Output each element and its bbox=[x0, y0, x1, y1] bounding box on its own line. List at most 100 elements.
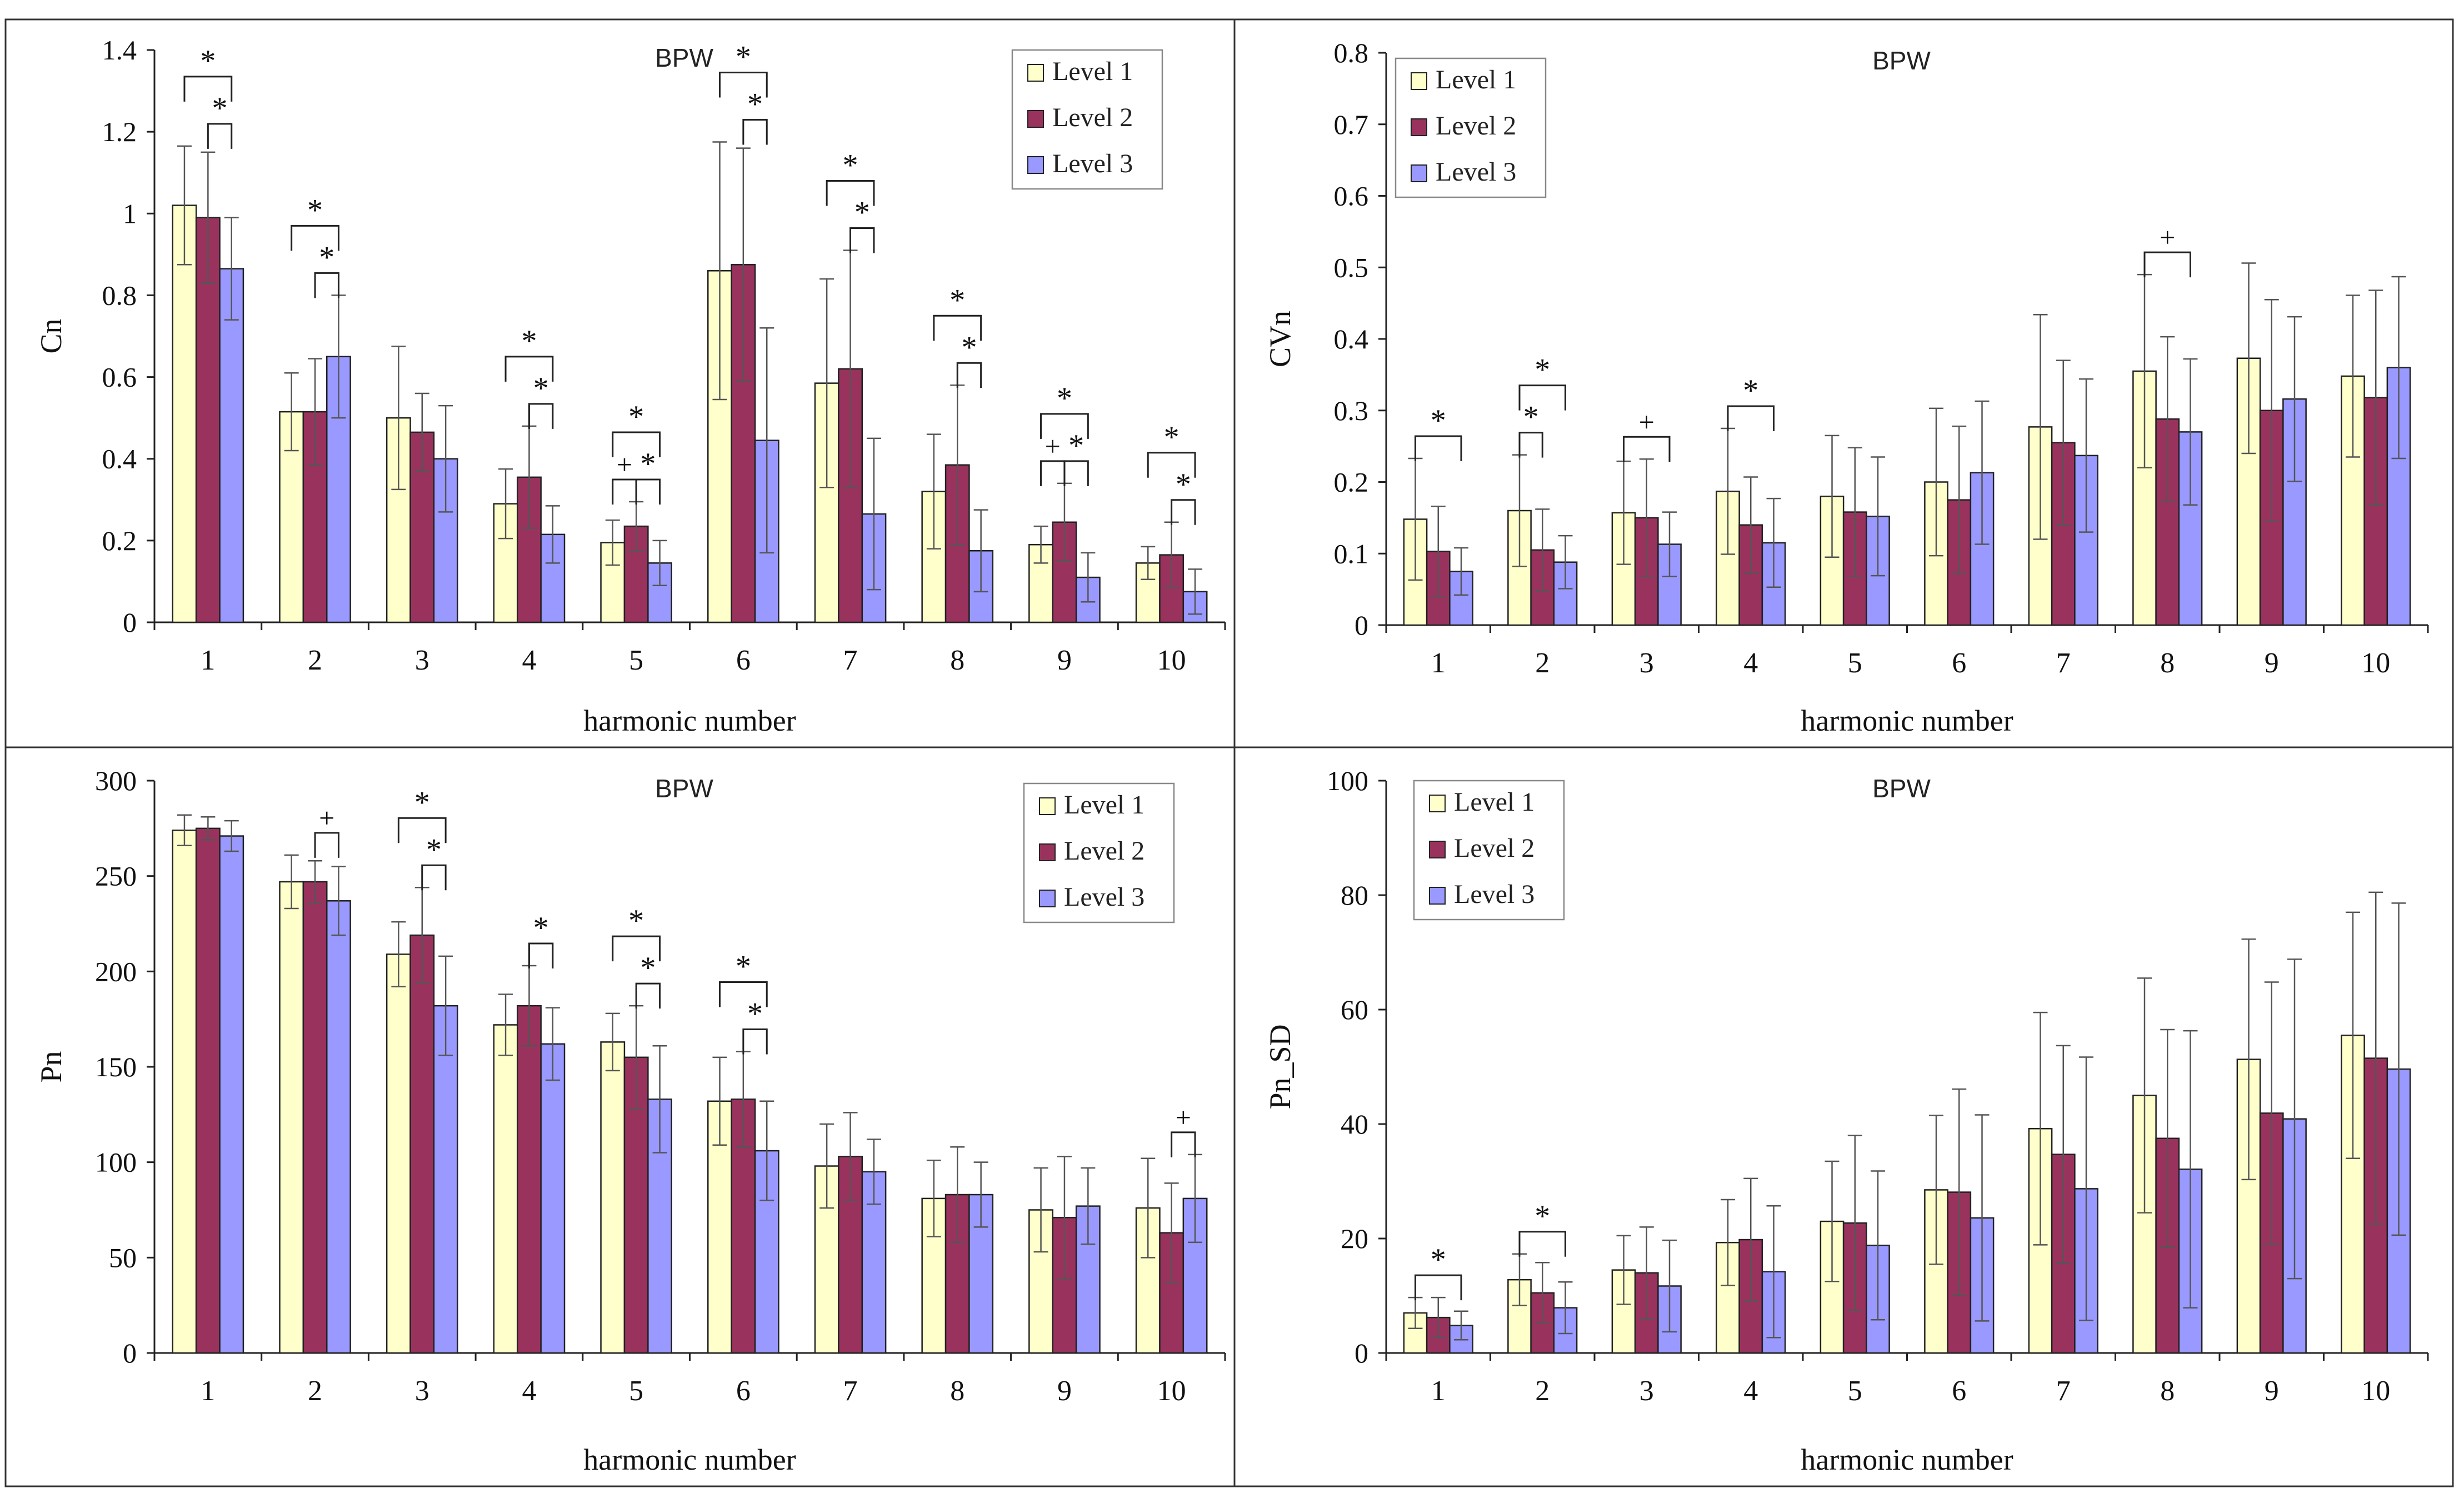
x-tick-label: 10 bbox=[2361, 647, 2390, 679]
y-tick-label: 0.4 bbox=[1334, 323, 1369, 354]
x-tick-label: 7 bbox=[843, 645, 858, 676]
significance-mark: * bbox=[747, 87, 763, 122]
significance-bracket bbox=[1623, 436, 1671, 462]
chart-title: BPW bbox=[655, 43, 713, 72]
y-tick-label: 1.2 bbox=[102, 116, 137, 147]
significance-mark: * bbox=[640, 951, 656, 985]
significance-bracket bbox=[1040, 413, 1089, 439]
x-axis-label: harmonic number bbox=[583, 1443, 796, 1476]
panel-cvn: 0 0.1 0.2 0.3 0.4 0.5 0.6 0.7 0.8 1 2 3 4 5 6 7 8 9 10 * * * +… bbox=[1233, 18, 2454, 748]
significance-bracket bbox=[849, 227, 875, 253]
significance-bracket bbox=[956, 362, 982, 388]
significance-mark: * bbox=[533, 911, 549, 945]
x-tick-label: 10 bbox=[2361, 1375, 2390, 1407]
x-tick-label: 4 bbox=[1743, 1375, 1758, 1407]
y-tick-label: 150 bbox=[95, 1051, 137, 1082]
y-tick-label: 250 bbox=[95, 861, 137, 892]
significance-mark: * bbox=[736, 40, 751, 74]
significance-mark: * bbox=[747, 997, 763, 1031]
significance-mark: + bbox=[617, 449, 632, 480]
legend-swatch bbox=[1411, 118, 1427, 136]
significance-mark: * bbox=[200, 44, 216, 78]
significance-bracket bbox=[207, 123, 233, 149]
bar-level-2 bbox=[302, 411, 328, 623]
legend-label: Level 2 bbox=[1436, 111, 1516, 141]
y-tick-label: 1.4 bbox=[102, 34, 137, 66]
x-tick-label: 3 bbox=[415, 645, 429, 676]
significance-mark: * bbox=[1164, 420, 1179, 455]
x-tick-label: 9 bbox=[2265, 647, 2279, 679]
significance-bracket bbox=[742, 119, 768, 145]
significance-bracket bbox=[1415, 435, 1462, 462]
significance-bracket bbox=[718, 981, 768, 1007]
significance-mark: * bbox=[854, 196, 870, 230]
bar-level-3 bbox=[219, 835, 244, 1354]
significance-mark: + bbox=[1045, 431, 1061, 462]
x-tick-label: 2 bbox=[308, 1375, 322, 1407]
x-tick-label: 7 bbox=[843, 1375, 858, 1407]
significance-bracket bbox=[1171, 499, 1196, 525]
significance-bracket bbox=[612, 431, 661, 457]
significance-mark: * bbox=[843, 148, 858, 183]
x-tick-label: 10 bbox=[1157, 645, 1186, 676]
significance-bracket bbox=[1063, 460, 1089, 486]
legend-swatch bbox=[1411, 164, 1427, 182]
significance-bracket bbox=[1040, 460, 1066, 486]
y-tick-label: 0.2 bbox=[102, 525, 137, 556]
legend-swatch bbox=[1429, 795, 1446, 812]
x-tick-label: 7 bbox=[2056, 647, 2071, 679]
bar-level-2 bbox=[517, 1005, 542, 1354]
x-tick-label: 3 bbox=[415, 1375, 429, 1407]
significance-bracket bbox=[612, 935, 661, 962]
legend-label: Level 3 bbox=[1052, 149, 1133, 178]
significance-mark: * bbox=[961, 330, 977, 364]
x-tick-label: 2 bbox=[308, 645, 322, 676]
y-axis-label: Pn bbox=[34, 1051, 68, 1082]
bar-level-1 bbox=[172, 204, 197, 623]
x-tick-label: 5 bbox=[629, 645, 643, 676]
bar-level-3 bbox=[219, 268, 244, 623]
x-tick-label: 2 bbox=[1535, 1375, 1550, 1407]
significance-mark: * bbox=[1068, 428, 1084, 463]
bar-level-3 bbox=[433, 1005, 458, 1354]
x-tick-label: 6 bbox=[1952, 647, 1966, 679]
x-tick-label: 10 bbox=[1157, 1375, 1186, 1407]
x-axis-label: harmonic number bbox=[1801, 1443, 2013, 1476]
legend-label: Level 3 bbox=[1064, 882, 1144, 912]
legend-label: Level 1 bbox=[1436, 65, 1516, 94]
legend-label: Level 1 bbox=[1064, 790, 1144, 820]
legend-swatch bbox=[1411, 72, 1427, 90]
legend-label: Level 2 bbox=[1454, 833, 1535, 863]
y-axis-label: Pn_SD bbox=[1263, 1024, 1297, 1109]
significance-mark: * bbox=[319, 240, 334, 274]
y-tick-label: 0.2 bbox=[1334, 467, 1369, 498]
legend-swatch bbox=[1429, 841, 1446, 858]
bar-level-1 bbox=[279, 881, 304, 1354]
significance-bracket bbox=[1518, 432, 1543, 458]
significance-bracket bbox=[1518, 1231, 1566, 1257]
significance-mark: * bbox=[1535, 353, 1550, 387]
significance-mark: * bbox=[628, 400, 644, 434]
x-tick-label: 6 bbox=[736, 1375, 751, 1407]
panel-pn: 0 50 100 150 200 250 300 1 2 3 4 5 6 7 8 9 10 + * * * * * * * + BP… bbox=[4, 746, 1236, 1487]
bar-level-1 bbox=[921, 491, 947, 623]
significance-bracket bbox=[314, 272, 339, 298]
y-tick-label: 50 bbox=[109, 1242, 137, 1273]
bar-level-3 bbox=[326, 900, 351, 1354]
significance-mark: + bbox=[1639, 406, 1655, 437]
legend-swatch bbox=[1027, 64, 1044, 82]
significance-bracket bbox=[612, 478, 637, 505]
bar-level-1 bbox=[172, 830, 197, 1354]
significance-mark: * bbox=[1431, 403, 1446, 438]
x-tick-label: 1 bbox=[201, 1375, 215, 1407]
x-tick-label: 8 bbox=[950, 1375, 964, 1407]
significance-mark: * bbox=[640, 447, 656, 481]
significance-mark: * bbox=[212, 91, 228, 126]
bar-level-1 bbox=[600, 1041, 626, 1354]
x-tick-label: 2 bbox=[1535, 647, 1550, 679]
x-tick-label: 9 bbox=[1057, 645, 1072, 676]
bar-level-2 bbox=[195, 827, 221, 1354]
x-tick-label: 5 bbox=[1848, 647, 1862, 679]
x-tick-label: 4 bbox=[1743, 647, 1758, 679]
